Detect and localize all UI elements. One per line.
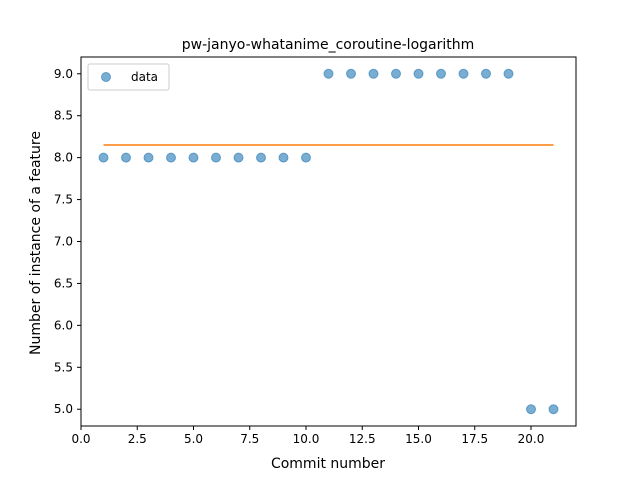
data-point <box>436 68 446 79</box>
data-point <box>166 152 176 163</box>
chart-title: pw-janyo-whatanime_coroutine-logarithm <box>182 37 475 53</box>
legend: data <box>87 63 170 91</box>
data-point <box>526 404 536 415</box>
y-tick-label: 5.0 <box>54 402 73 416</box>
data-point <box>413 68 424 79</box>
data-point <box>98 152 109 163</box>
data-point <box>301 152 311 163</box>
data-point <box>323 68 334 79</box>
x-tick-label: 5.0 <box>184 432 203 446</box>
data-point <box>391 68 401 79</box>
x-tick-label: 17.5 <box>461 432 488 446</box>
y-tick-label: 8.5 <box>54 109 73 123</box>
data-point <box>121 152 131 163</box>
x-tick-label: 15.0 <box>405 432 432 446</box>
x-tick-label: 20.0 <box>518 432 545 446</box>
y-tick-label: 8.0 <box>54 151 73 165</box>
data-point <box>233 152 244 163</box>
data-point <box>211 152 221 163</box>
x-tick-label: 7.5 <box>240 432 259 446</box>
legend-label-data: data <box>131 70 158 84</box>
y-tick-label: 7.5 <box>54 193 73 207</box>
data-point <box>503 68 514 79</box>
y-axis-label: Number of instance of a feature <box>28 131 44 355</box>
data-point <box>368 68 379 79</box>
data-point <box>346 68 356 79</box>
y-tick-label: 7.0 <box>54 235 73 249</box>
x-tick-label: 10.0 <box>293 432 320 446</box>
data-point <box>256 152 266 163</box>
x-tick-label: 0.0 <box>71 432 90 446</box>
legend-box <box>87 63 170 91</box>
plot-area: 0.0 2.5 5.0 7.5 10.0 12.5 15.0 17.5 20.0 5.0 5.5 6.… <box>54 56 577 446</box>
x-axis-label: Commit number <box>271 456 385 472</box>
x-tick-label: 12.5 <box>349 432 376 446</box>
x-tick-label: 2.5 <box>128 432 147 446</box>
y-tick-label: 9.0 <box>54 67 73 81</box>
y-tick-label: 6.5 <box>54 276 73 290</box>
data-point <box>278 152 289 163</box>
data-point <box>481 68 491 79</box>
legend-marker-data <box>101 72 111 82</box>
y-tick-label: 5.5 <box>54 360 73 374</box>
data-point <box>143 152 154 163</box>
data-point <box>458 68 469 79</box>
data-point <box>548 404 559 415</box>
data-point <box>188 152 199 163</box>
y-tick-label: 6.0 <box>54 318 73 332</box>
